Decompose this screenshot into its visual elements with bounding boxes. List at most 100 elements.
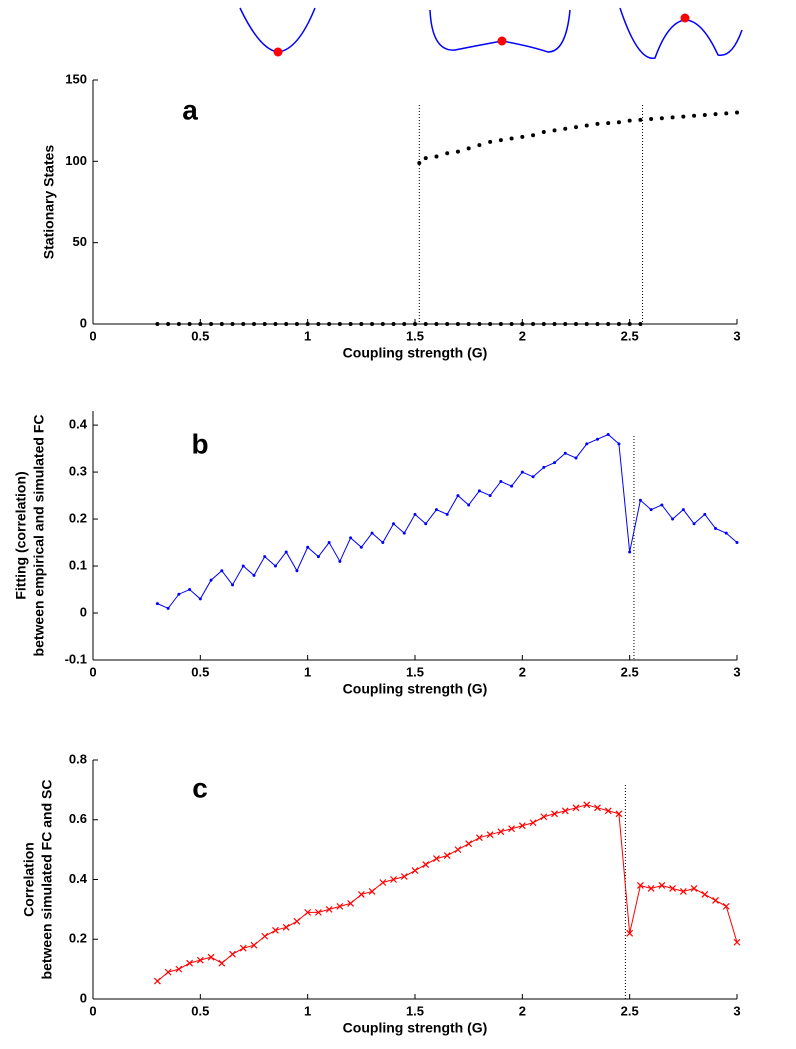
x-axis-label: Coupling strength (G) xyxy=(343,681,488,697)
y-tick-label: 50 xyxy=(73,234,87,249)
point xyxy=(325,905,333,913)
point xyxy=(380,322,385,326)
point xyxy=(574,456,578,460)
point xyxy=(336,902,344,910)
point xyxy=(606,432,610,436)
x-tick-label: 1.5 xyxy=(406,328,424,343)
point xyxy=(305,322,310,326)
point xyxy=(574,125,578,130)
point xyxy=(540,813,548,821)
point xyxy=(294,322,299,326)
point xyxy=(638,322,643,326)
point xyxy=(477,143,482,148)
point xyxy=(413,322,417,326)
point xyxy=(338,559,342,563)
y-axis-label: Stationary States xyxy=(41,145,57,260)
x-tick-label: 2 xyxy=(519,1003,526,1018)
point xyxy=(681,114,686,119)
point xyxy=(585,442,589,446)
y-tick-label: 0 xyxy=(80,315,87,330)
point xyxy=(314,908,322,916)
point xyxy=(542,465,546,469)
point xyxy=(518,822,526,830)
x-axis-label: Coupling strength (G) xyxy=(343,345,488,361)
point xyxy=(572,804,580,812)
y-tick-label: 0 xyxy=(80,604,87,619)
point xyxy=(649,508,653,512)
point xyxy=(616,120,621,125)
x-tick-label: 2 xyxy=(519,664,526,679)
point xyxy=(370,322,375,326)
point xyxy=(702,112,707,117)
point xyxy=(498,322,503,326)
point xyxy=(670,115,675,120)
point xyxy=(467,503,471,507)
y-axis-label: between empirical and simulated FC xyxy=(31,415,47,657)
point xyxy=(263,555,267,559)
point xyxy=(293,917,301,925)
point xyxy=(638,117,643,122)
point xyxy=(230,322,235,326)
x-tick-label: 1 xyxy=(304,328,311,343)
point xyxy=(584,123,589,128)
y-tick-label: 0 xyxy=(80,990,87,1005)
point xyxy=(595,437,599,441)
point xyxy=(196,956,204,964)
series-line xyxy=(157,433,738,609)
point xyxy=(626,929,634,937)
point xyxy=(209,578,213,582)
panel-label: b xyxy=(191,428,208,459)
point xyxy=(606,121,611,126)
x-axis-label: Coupling strength (G) xyxy=(343,1020,488,1036)
point xyxy=(510,484,514,488)
y-axis-label: Correlation xyxy=(21,842,37,917)
point xyxy=(262,322,267,326)
point xyxy=(391,322,396,326)
x-tick-label: 0 xyxy=(89,664,96,679)
point xyxy=(552,128,557,133)
point xyxy=(477,489,481,493)
point xyxy=(337,322,342,326)
point xyxy=(498,138,503,143)
point xyxy=(520,322,525,326)
point xyxy=(595,121,600,126)
point xyxy=(574,322,578,326)
point xyxy=(218,959,226,967)
point xyxy=(166,322,171,326)
point xyxy=(316,555,320,559)
point xyxy=(423,156,428,161)
point xyxy=(735,541,739,545)
point xyxy=(241,322,246,326)
y-axis-label: between simulated FC and SC xyxy=(39,780,55,980)
point xyxy=(724,111,729,116)
point xyxy=(616,322,621,326)
point xyxy=(531,322,536,326)
point xyxy=(284,550,288,554)
point xyxy=(284,322,289,326)
x-tick-label: 0.5 xyxy=(191,664,209,679)
point xyxy=(455,149,460,154)
point xyxy=(627,118,632,123)
point xyxy=(348,322,353,326)
point xyxy=(649,117,654,122)
x-tick-label: 2 xyxy=(519,328,526,343)
point xyxy=(466,322,471,326)
point xyxy=(252,573,256,577)
point xyxy=(735,110,739,115)
point xyxy=(563,451,567,455)
point xyxy=(434,322,439,326)
point xyxy=(220,569,224,573)
point xyxy=(445,322,450,326)
y-tick-label: 0.8 xyxy=(69,751,87,766)
point xyxy=(400,873,408,880)
point xyxy=(272,926,279,934)
point xyxy=(615,810,623,818)
point xyxy=(647,885,655,892)
point xyxy=(604,807,612,815)
point xyxy=(561,807,569,815)
point xyxy=(186,959,194,967)
y-tick-label: 0.1 xyxy=(69,557,87,572)
point xyxy=(368,888,376,895)
point xyxy=(692,522,696,526)
